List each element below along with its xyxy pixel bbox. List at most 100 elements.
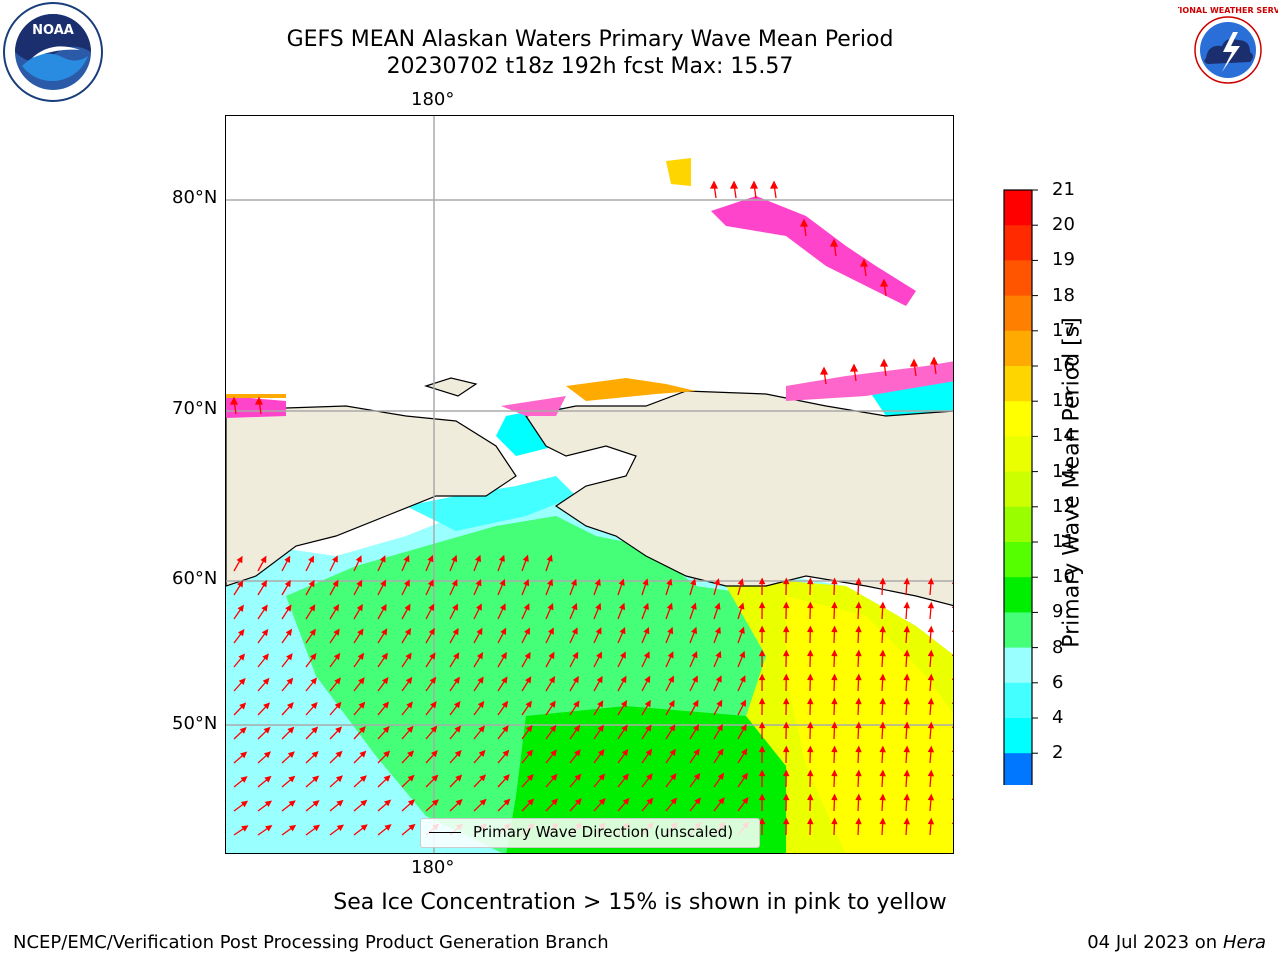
wave-arrow-head (360, 824, 368, 831)
wave-arrow-head (879, 793, 886, 801)
wave-arrow-head (758, 697, 766, 705)
wave-arrow-head (716, 699, 723, 707)
wave-arrow-head (927, 745, 935, 753)
colorbar-tick-label: 19 (1052, 249, 1075, 271)
wave-arrow-head (645, 748, 653, 757)
colorbar-segment (1004, 190, 1032, 226)
wave-arrow-head (715, 675, 722, 683)
wave-arrow-head (382, 725, 390, 734)
wave-arrow-head (782, 601, 790, 609)
wave-arrow-head (829, 238, 839, 247)
wave-arrow-head (455, 798, 463, 806)
wave-arrow-head (525, 724, 533, 733)
wave-arrow-head (799, 218, 809, 227)
wave-arrow-head (690, 602, 697, 610)
wave-arrow-head (645, 724, 652, 732)
wave-arrow-head (406, 701, 413, 709)
wave-arrow-head (288, 775, 296, 783)
wave-arrow-head (358, 701, 366, 709)
wave-arrow-head (951, 773, 953, 777)
colorbar-segment (1004, 295, 1032, 332)
wave-arrow-head (312, 800, 320, 807)
wave-arrow-head (737, 578, 744, 586)
wave-arrow-head (381, 652, 388, 660)
wave-arrow-head (503, 774, 510, 782)
wave-arrow-head (574, 749, 581, 757)
wave-arrow-head (951, 581, 953, 585)
wave-arrow-head (951, 605, 953, 609)
wave-arrow-head (855, 577, 862, 585)
wave-arrow-head (758, 769, 766, 777)
wave-arrow-head (831, 673, 838, 681)
wave-arrow-head (502, 749, 510, 757)
chart-title-line1: GEFS MEAN Alaskan Waters Primary Wave Me… (286, 27, 894, 52)
wave-arrow-head (572, 651, 579, 659)
wave-arrow-head (429, 652, 436, 660)
wave-arrow-head (359, 750, 367, 758)
wave-arrow-head (477, 700, 485, 709)
colorbar-segment (1004, 647, 1032, 684)
wave-arrow-head (524, 651, 531, 660)
wave-arrow-head (619, 627, 626, 635)
wave-arrow-head (335, 750, 343, 758)
wave-arrow-head (287, 751, 295, 758)
wave-arrow-head (501, 700, 509, 709)
wave-arrow-head (716, 723, 723, 732)
wave-arrow-head (644, 699, 651, 708)
colorbar-tick-label: 13 (1052, 460, 1075, 482)
wave-arrow-head (807, 721, 814, 729)
wave-arrow-head (929, 356, 939, 365)
wave-arrow-head (548, 676, 556, 684)
wave-arrow-head (951, 725, 953, 729)
wave-arrow-head (667, 626, 674, 635)
wave-arrow-head (831, 817, 838, 825)
wave-arrow-head (666, 578, 673, 586)
wave-arrow-head (879, 769, 886, 777)
wave-arrow-head (927, 721, 935, 729)
wave-arrow-head (927, 673, 935, 681)
wave-arrow-head (548, 651, 555, 660)
colorbar-segment (1004, 225, 1032, 261)
wave-arrow-head (501, 676, 508, 684)
wave-arrow-head (263, 702, 271, 710)
map-panel (225, 115, 954, 854)
wave-arrow-head (619, 651, 626, 659)
wave-arrow-head (691, 675, 698, 683)
wave-arrow-head (620, 675, 627, 684)
wave-arrow-head (903, 577, 910, 585)
chart-title-line2: 20230702 t18z 192h fcst Max: 15.57 (386, 54, 794, 79)
map-canvas (226, 116, 953, 853)
wave-arrow-head (356, 603, 363, 612)
wave-arrow-head (286, 653, 293, 661)
wave-arrow-head (903, 673, 910, 681)
wave-arrow-head (524, 627, 530, 635)
wave-arrow-head (407, 799, 416, 807)
wave-arrow-head (237, 580, 244, 588)
wave-arrow-head (951, 821, 953, 825)
wave-arrow-head (479, 774, 487, 782)
wave-arrow-head (261, 628, 269, 637)
wave-arrow-head (546, 578, 554, 587)
colorbar-segment (1004, 401, 1032, 437)
wave-arrow-head (690, 626, 698, 635)
wave-arrow-head (596, 675, 603, 684)
wave-arrow-head (359, 726, 366, 734)
wave-arrow-head (476, 627, 483, 636)
wave-arrow-head (879, 577, 886, 585)
wave-arrow-head (669, 724, 676, 732)
wave-arrow-head (332, 604, 340, 612)
wave-arrow-head (451, 579, 458, 587)
wave-arrow-head (429, 676, 437, 685)
wave-arrow-head (807, 625, 814, 633)
wave-arrow-head (310, 701, 318, 710)
wave-arrow-head (454, 725, 462, 733)
wave-arrow-head (951, 653, 953, 657)
wave-arrow-head (717, 772, 725, 781)
wave-arrow-head (261, 604, 268, 612)
wave-arrow-head (758, 649, 766, 657)
wave-arrow-head (596, 651, 602, 659)
wave-arrow-head (927, 769, 935, 777)
wave-arrow-head (574, 773, 582, 781)
wave-arrow-head (692, 699, 699, 708)
wave-arrow-head (453, 652, 460, 660)
